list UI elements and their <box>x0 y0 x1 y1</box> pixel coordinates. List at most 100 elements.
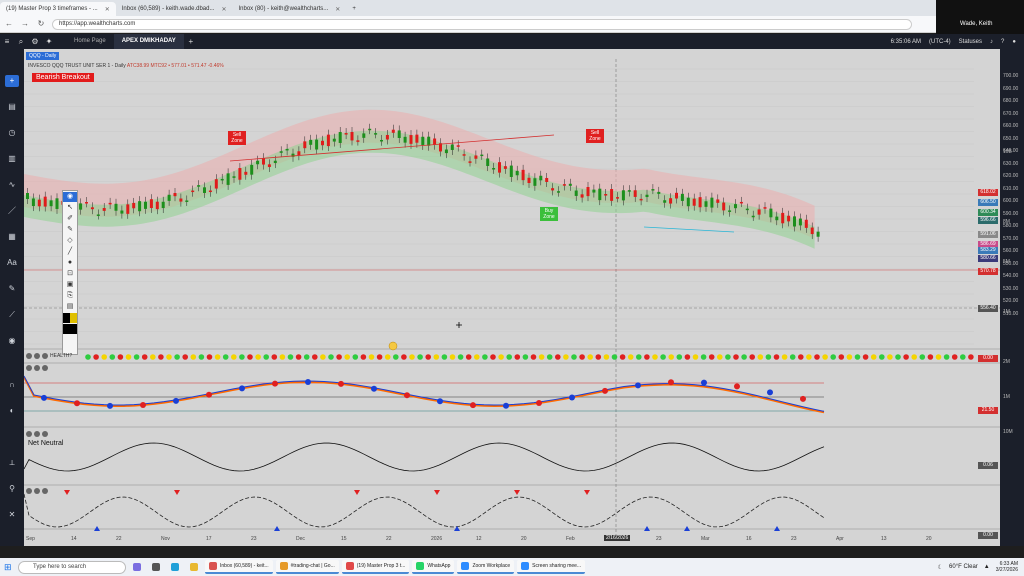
close-icon[interactable] <box>42 365 48 371</box>
health-dot <box>401 354 407 360</box>
layout-icon[interactable]: ▦ <box>8 232 16 241</box>
search-icon[interactable]: ⌕ <box>18 36 24 46</box>
measure-icon[interactable]: ⟂ <box>9 458 15 467</box>
clipboard-icon[interactable]: ▤ <box>66 303 74 310</box>
browser-tab-master-prop[interactable]: (19) Master Prop 3 timeframes - ... ✕ <box>0 2 116 16</box>
clock-icon[interactable]: ◷ <box>8 128 16 137</box>
candle-body <box>203 187 206 193</box>
header-timezone[interactable]: (UTC-4) <box>929 38 951 45</box>
edge-icon[interactable] <box>167 560 183 574</box>
panel2-value-tag: 0.00 <box>978 355 998 362</box>
color-swatch-icon[interactable] <box>63 324 77 334</box>
dot-icon[interactable]: ● <box>67 259 73 266</box>
line-icon[interactable]: ╱ <box>67 248 73 255</box>
tab-apex[interactable]: APEX DMIKHADAY <box>113 34 184 49</box>
bell-icon[interactable]: ♪ <box>990 38 994 45</box>
network-icon[interactable]: ▲ <box>983 564 990 570</box>
trash-icon[interactable]: ▣ <box>66 281 74 288</box>
eye-icon[interactable]: ◉ <box>63 192 77 202</box>
browser-tab-inbox-1[interactable]: Inbox (60,589) - keith.wade.dbad... ✕ <box>116 2 233 16</box>
text-tool-icon[interactable]: Aa <box>7 258 17 267</box>
price-axis-label: 540.00 <box>1003 273 1019 279</box>
add-button[interactable]: + <box>5 75 19 87</box>
taskbar-clock[interactable]: 6:33 AM 3/27/2026 <box>996 561 1018 573</box>
close-icon[interactable] <box>42 431 48 437</box>
back-icon[interactable]: ← <box>5 19 13 28</box>
new-tab-button[interactable]: + <box>352 6 356 12</box>
copilot-icon[interactable] <box>129 560 145 574</box>
url-input[interactable]: https://app.wealthcharts.com <box>52 18 912 30</box>
candle-body <box>509 165 513 177</box>
close-icon[interactable]: ✕ <box>221 6 227 13</box>
header-status[interactable]: Statuses <box>958 38 983 45</box>
ruler-icon[interactable]: ⟋ <box>9 310 15 319</box>
help-icon[interactable]: ? <box>1001 38 1005 45</box>
eye-icon[interactable] <box>34 488 40 494</box>
indicator-icon[interactable]: ▥ <box>8 154 16 163</box>
chart-type-icon[interactable]: ▤ <box>8 102 16 111</box>
menu-icon[interactable]: ≡ <box>4 37 10 46</box>
taskbar-app-button[interactable]: (19) Master Prop 3 t... <box>341 560 410 574</box>
eye-icon[interactable] <box>34 353 40 359</box>
taskbar-search-input[interactable]: Type here to search <box>18 560 126 574</box>
tab-home-page[interactable]: Home Page <box>74 38 106 44</box>
signal-dot <box>470 402 476 409</box>
close-icon[interactable] <box>42 353 48 359</box>
settings-icon[interactable] <box>26 431 32 437</box>
weather-text[interactable]: 60°F Clear <box>949 564 978 570</box>
pencil-icon[interactable]: ✎ <box>8 284 16 293</box>
taskbar-app-button[interactable]: Inbox (60,589) - keit... <box>205 560 273 574</box>
health-dot <box>263 354 269 360</box>
candle-body <box>804 219 808 228</box>
add-tab-icon[interactable]: + <box>188 37 194 46</box>
eraser-icon[interactable]: ◇ <box>67 237 73 244</box>
task-view-icon[interactable] <box>148 560 164 574</box>
price-axis-label: 610.00 <box>1003 185 1019 192</box>
settings-icon[interactable]: ⚙ <box>31 37 39 46</box>
taskbar-app-button[interactable]: #trading-chat | Go... <box>275 560 339 574</box>
line-tool-icon[interactable]: ／ <box>8 206 16 215</box>
ai-icon[interactable]: ✦ <box>45 37 53 46</box>
settings-icon[interactable] <box>26 488 32 494</box>
symbol-tag[interactable]: QQQ - Daily <box>26 52 60 60</box>
cursor-icon[interactable]: ↖ <box>67 204 73 211</box>
eye-icon[interactable] <box>34 431 40 437</box>
health-dot <box>457 354 464 360</box>
close-icon[interactable]: ✕ <box>335 6 341 13</box>
lock-icon[interactable]: ⊡ <box>67 270 73 277</box>
zoom-icon[interactable]: ⚲ <box>9 484 15 493</box>
reload-icon[interactable]: ↻ <box>37 19 45 28</box>
color-picker-icon[interactable] <box>63 313 77 323</box>
header-clock: 6:35:06 AM <box>890 38 921 45</box>
browser-tab-inbox-2[interactable]: Inbox (80) - keith@wealthcharts... ✕ <box>233 2 347 16</box>
health-dot <box>150 354 156 360</box>
close-icon[interactable] <box>42 488 48 494</box>
close-icon[interactable]: ✕ <box>104 6 110 13</box>
trash-icon[interactable]: ✕ <box>8 510 16 519</box>
taskbar-app-button[interactable]: WhatsApp <box>412 560 455 574</box>
taskbar-app-button[interactable]: Zoom Workplace <box>457 560 515 574</box>
candle-body <box>669 198 673 204</box>
eye-icon[interactable]: ◉ <box>8 336 16 345</box>
health-dot <box>644 354 650 360</box>
trend-icon[interactable]: ∿ <box>8 180 16 189</box>
candle-body <box>651 189 655 191</box>
pencil-icon[interactable]: ✎ <box>67 226 73 233</box>
volume-axis-label: 8M <box>1003 219 1010 225</box>
forward-icon[interactable]: → <box>21 19 29 28</box>
settings-icon[interactable] <box>26 365 32 371</box>
user-icon[interactable]: ● <box>1012 38 1016 45</box>
health-dot <box>725 354 731 360</box>
price-chart-canvas[interactable] <box>24 49 1000 546</box>
brush-icon[interactable]: ✐ <box>67 215 73 222</box>
lock-icon[interactable]: ◐ <box>9 406 15 415</box>
copy-icon[interactable]: ⎘ <box>67 292 73 299</box>
windows-start-icon[interactable]: ⊞ <box>4 562 12 572</box>
taskbar-app-button[interactable]: Screen sharing mee... <box>517 560 586 574</box>
magnet-icon[interactable]: ∩ <box>9 380 15 389</box>
settings-icon[interactable] <box>26 353 32 359</box>
chart-area[interactable]: QQQ - Daily INVESCO QQQ TRUST UNIT SER 1… <box>24 49 1000 546</box>
eye-icon[interactable] <box>34 365 40 371</box>
health-dot <box>222 354 229 360</box>
file-explorer-icon[interactable] <box>186 560 202 574</box>
